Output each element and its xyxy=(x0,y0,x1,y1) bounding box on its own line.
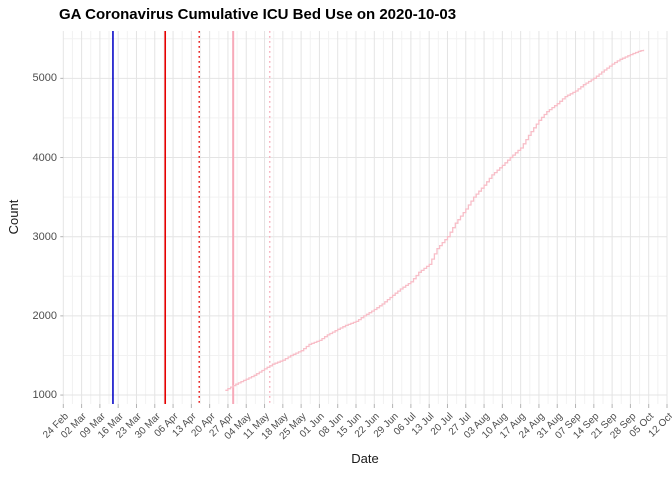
y-tick-label: 1000 xyxy=(32,389,57,402)
y-tick-label: 3000 xyxy=(32,230,57,243)
data-line-cumulative-icu-bed-use xyxy=(225,49,645,391)
y-axis-title: Count xyxy=(6,199,21,235)
y-tick-label: 2000 xyxy=(32,309,57,322)
y-tick-label: 5000 xyxy=(32,72,57,85)
chart-title: GA Coronavirus Cumulative ICU Bed Use on… xyxy=(59,6,457,23)
x-axis-title: Date xyxy=(351,451,379,466)
y-tick-label: 4000 xyxy=(32,151,57,164)
